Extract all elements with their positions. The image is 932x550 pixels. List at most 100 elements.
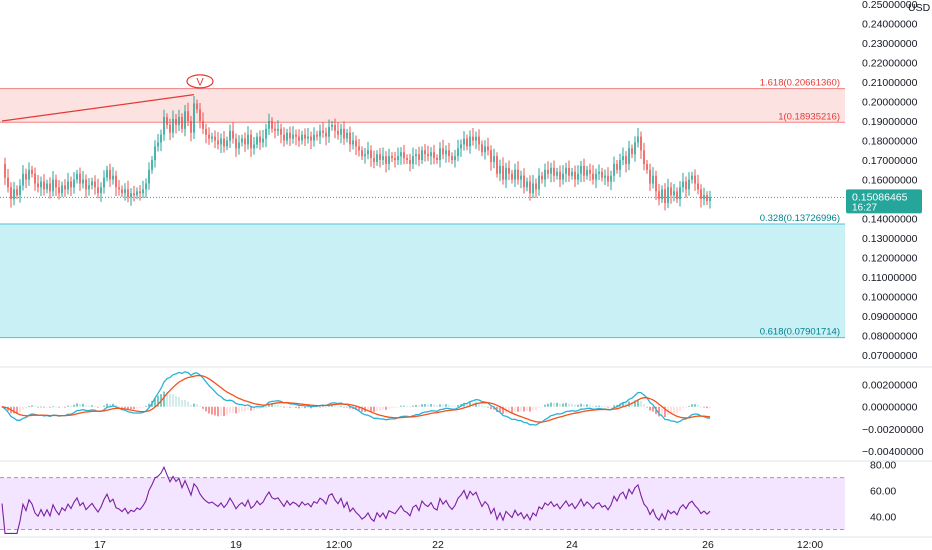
candle-body — [28, 169, 30, 180]
candle-body — [142, 189, 144, 194]
macd-histogram-bar — [508, 406, 510, 413]
candle-body — [121, 189, 123, 194]
candle — [601, 167, 603, 182]
candle-body — [49, 183, 51, 192]
macd-histogram-bar — [184, 399, 186, 407]
candle-body — [460, 144, 462, 149]
candle-body — [295, 134, 297, 137]
macd-histogram-bar — [355, 406, 357, 410]
macd-histogram-bar — [73, 404, 75, 407]
candle-body — [487, 146, 489, 151]
candle — [433, 144, 435, 165]
candle — [616, 160, 618, 174]
candle-body — [166, 117, 168, 125]
currency-label[interactable]: USD — [908, 2, 931, 14]
macd-histogram-bar — [232, 406, 234, 413]
candle-body — [637, 136, 639, 143]
candle-body — [613, 163, 615, 176]
candle-body — [571, 171, 573, 176]
macd-histogram-bar — [28, 406, 30, 408]
macd-histogram-bar — [403, 405, 405, 407]
macd-histogram-bar — [430, 404, 432, 407]
candle-body — [547, 169, 549, 174]
candle-body — [631, 148, 633, 155]
fib-label-1: 1(0.18935216) — [778, 111, 840, 122]
candle — [550, 162, 552, 183]
macd-histogram-bar — [115, 405, 117, 407]
candle — [661, 185, 663, 203]
macd-histogram-bar — [226, 406, 228, 416]
candle — [691, 171, 693, 184]
candle-body — [415, 154, 417, 157]
candle-body — [532, 183, 534, 194]
candle-body — [580, 165, 582, 174]
candle — [484, 140, 486, 160]
macd-histogram-bar — [346, 406, 348, 408]
candle-body — [4, 163, 6, 178]
rsi-band — [0, 477, 845, 530]
candle — [283, 127, 285, 147]
macd-histogram-bar — [58, 406, 60, 408]
candle — [178, 109, 180, 132]
macd-histogram-bar — [64, 406, 66, 408]
macd-histogram-bar — [427, 404, 429, 407]
candle-body — [127, 189, 129, 198]
candle-body — [538, 175, 540, 190]
macd-histogram-bar — [676, 406, 678, 413]
candle-body — [610, 175, 612, 182]
candle — [409, 153, 411, 172]
candle — [412, 147, 414, 170]
candle — [667, 178, 669, 209]
candle — [475, 131, 477, 150]
candle-body — [229, 130, 231, 141]
macd-histogram-bar — [571, 403, 573, 407]
macd-histogram-bar — [187, 401, 189, 407]
candle-body — [475, 136, 477, 141]
candle-body — [508, 167, 510, 174]
macd-histogram-bar — [400, 405, 402, 407]
macd-histogram-bar — [244, 406, 246, 412]
candle — [700, 184, 702, 208]
price-tick: 0.11000000 — [862, 272, 917, 284]
price-tick: 0.13000000 — [862, 233, 918, 245]
macd-histogram-bar — [391, 406, 393, 409]
macd-histogram-bar — [703, 406, 705, 408]
candle — [133, 185, 135, 202]
candle-body — [103, 177, 105, 188]
candle — [220, 133, 222, 154]
macd-histogram-bar — [322, 406, 324, 408]
macd-histogram-bar — [550, 402, 552, 407]
candle-body — [79, 173, 81, 184]
candle-body — [22, 173, 24, 186]
candle — [496, 152, 498, 178]
candle-body — [379, 154, 381, 161]
candle-body — [478, 136, 480, 145]
candle — [448, 142, 450, 163]
candle — [589, 163, 591, 182]
candle — [490, 145, 492, 171]
macd-histogram-bar — [76, 403, 78, 407]
macd-histogram-bar — [622, 402, 624, 407]
candle-body — [568, 167, 570, 176]
macd-histogram-bar — [706, 406, 708, 409]
candle-body — [427, 154, 429, 157]
candle — [325, 127, 327, 146]
macd-histogram-bar — [394, 406, 396, 408]
macd-histogram-bar — [469, 402, 471, 407]
candle-body — [406, 158, 408, 161]
macd-tick: 0.00200000 — [862, 380, 918, 392]
candle — [184, 105, 186, 137]
candle-body — [226, 140, 228, 147]
candle-body — [175, 119, 177, 125]
candle-body — [511, 173, 513, 180]
candle — [487, 137, 489, 156]
macd-histogram-bar — [208, 406, 210, 414]
candle — [10, 182, 12, 208]
candle-body — [235, 138, 237, 149]
candle-body — [676, 191, 678, 200]
candle — [451, 152, 453, 164]
fib-upper-zone — [0, 88, 845, 123]
candle-body — [313, 134, 315, 141]
macd-histogram-bar — [553, 402, 555, 407]
